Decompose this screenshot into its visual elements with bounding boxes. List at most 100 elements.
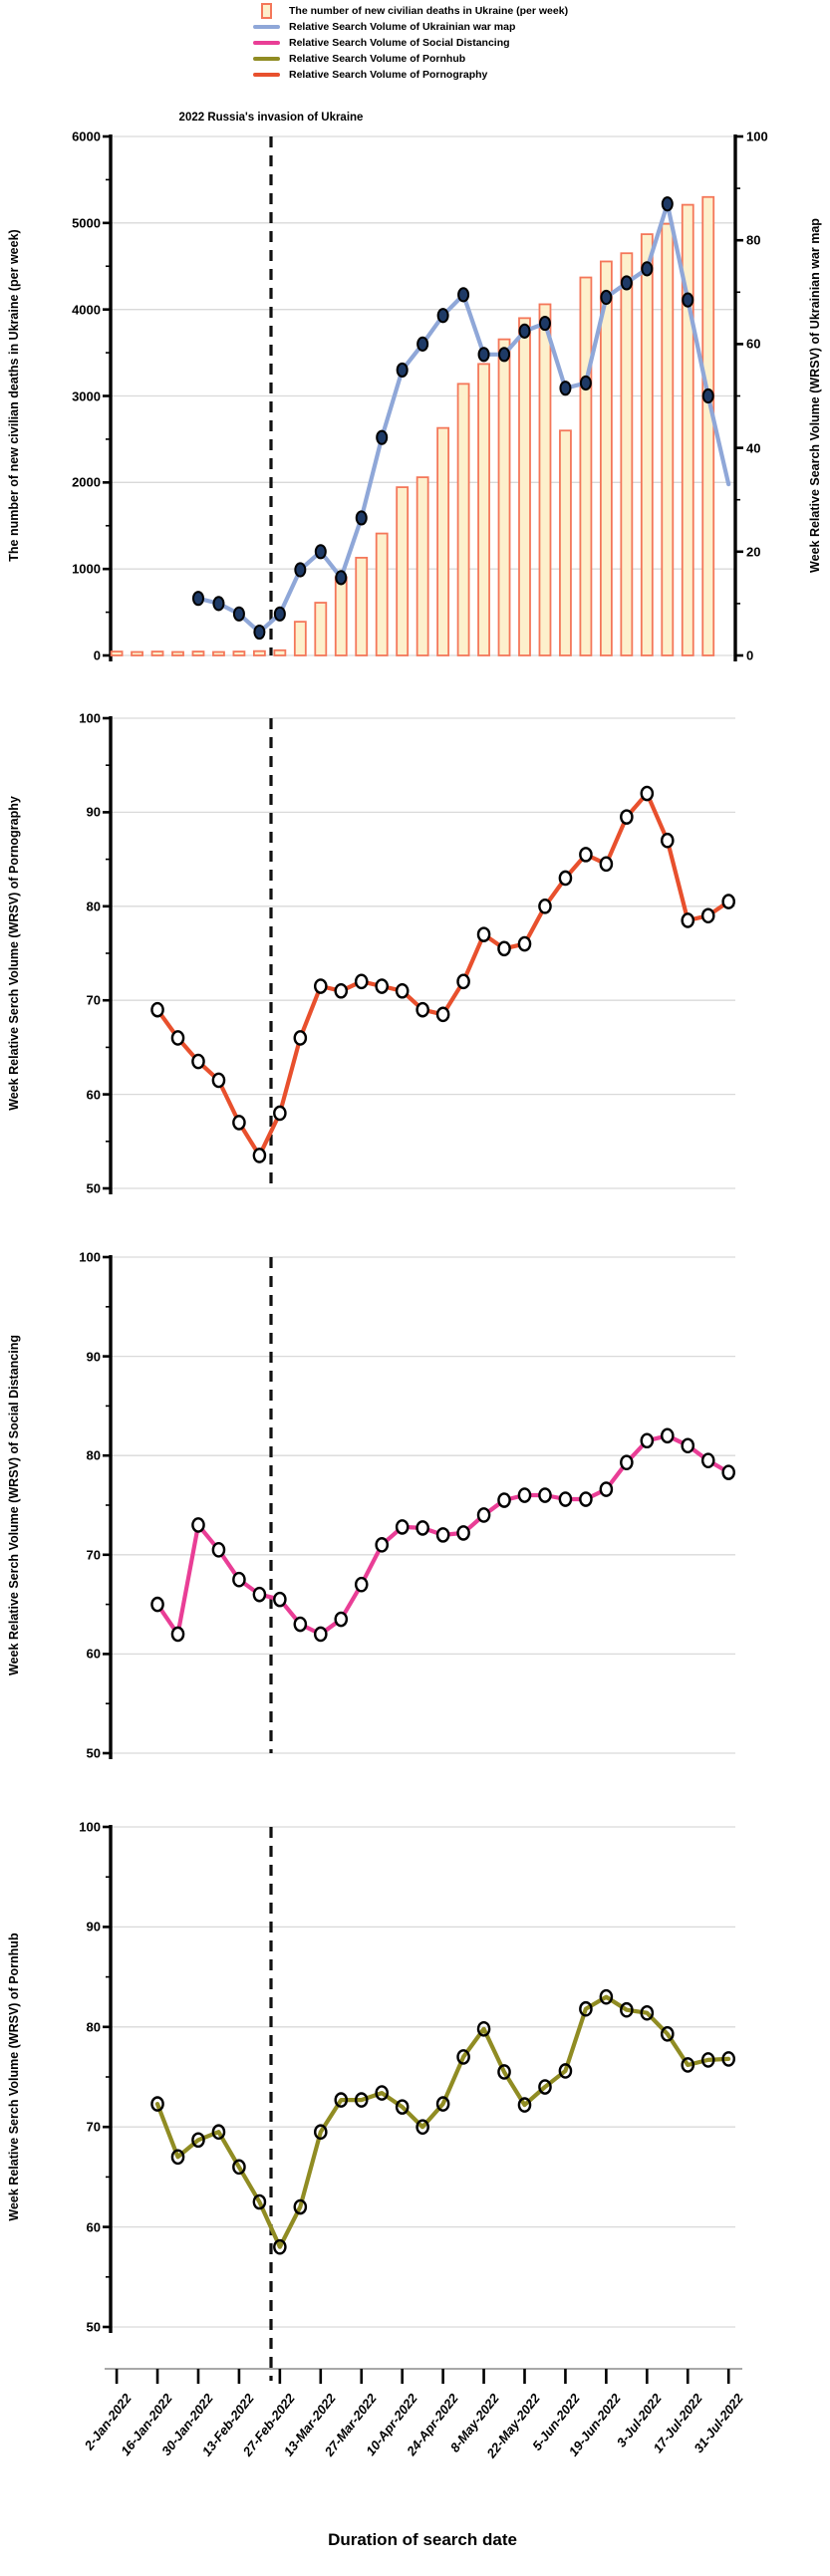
data-point [375,1537,390,1553]
data-point [150,1001,164,1018]
data-point [498,347,511,363]
right-y-tick-label: 0 [746,647,754,663]
bar [497,338,511,656]
legend-label: Relative Search Volume of Ukrainian war … [289,21,516,33]
wrsv-of-pornhub-line [154,1994,731,2249]
bar [171,650,184,656]
x-axis [105,2368,742,2384]
data-point [415,1001,429,1018]
data-point [313,978,328,994]
data-point [253,624,266,641]
data-point [456,1525,470,1541]
legend-item: Relative Search Volume of Social Distanc… [249,35,568,51]
data-point [211,1072,226,1089]
bar [436,426,450,656]
data-point [476,926,491,942]
legend-line-icon [249,40,283,46]
data-point [375,2085,390,2101]
data-point [293,1616,308,1633]
y-tick-label: 50 [86,1180,101,1196]
data-point [538,315,551,332]
legend-bar-icon [249,3,283,19]
markers [150,1427,736,1643]
data-point [212,596,225,612]
bar [273,648,287,656]
x-axis-title: Duration of search date [328,2530,517,2549]
y-tick-label: 50 [86,2319,101,2335]
data-point [660,832,675,849]
bar [293,621,307,656]
data-point [211,1542,226,1558]
data-point [599,1481,614,1497]
data-point [191,1517,205,1533]
data-point [721,2051,736,2067]
data-point [191,591,204,607]
bar [620,252,634,656]
y-tick-label: 80 [86,2019,101,2035]
panel-2 [103,716,736,1194]
legend-label: Relative Search Volume of Pornography [289,69,488,81]
invasion-annotation: 2022 Russia's invasion of Ukraine [178,112,364,124]
bar [375,532,389,656]
data-point [600,289,613,306]
bar [396,486,410,656]
data-point [558,1491,573,1507]
data-point [721,894,736,909]
data-point [354,1576,369,1593]
data-point [313,1626,328,1643]
bar [518,317,531,656]
data-point [517,1487,532,1503]
data-point [375,978,390,994]
data-point [477,347,490,363]
panel4-axis-title: Week Relative Serch Volume (WRSV) of Por… [7,1932,21,2221]
bar [559,429,572,656]
data-point [334,1611,349,1628]
deaths-bars [110,195,715,656]
data-point [620,275,633,291]
data-point [517,935,532,952]
data-point [457,287,470,303]
data-point [232,1115,246,1131]
y-tick-label: 0 [93,647,101,663]
data-point [294,562,307,578]
data-point [252,1148,267,1163]
data-point [641,261,654,277]
data-point [579,2000,593,2017]
legend-item: Relative Search Volume of Ukrainian war … [249,19,568,35]
data-point [273,1591,287,1608]
data-point [518,323,531,339]
data-point [579,1491,593,1507]
bar [579,276,593,656]
y-tick-label: 60 [86,2219,101,2235]
legend-line-icon [249,72,283,78]
data-point [334,982,349,999]
data-point [558,870,573,887]
bar [355,556,369,656]
data-point [599,1988,614,2005]
data-point [599,856,614,873]
wrsv-of-pornography-line [154,791,731,1159]
data-point [661,196,674,212]
data-point [354,973,369,990]
panel-1 [103,134,743,661]
data-point [335,570,348,586]
legend-item: Relative Search Volume of Pornhub [249,51,568,67]
data-point [415,1520,429,1536]
bar [681,203,694,656]
data-point [456,973,470,990]
bar [415,476,429,656]
data-point [170,1030,185,1046]
data-point [681,2057,695,2073]
y-tick-label: 4000 [72,302,101,318]
data-point [721,1464,736,1480]
markers [150,785,736,1163]
right-y-tick-label: 60 [746,336,761,352]
data-point [232,2159,246,2176]
data-point [700,907,715,924]
data-point [700,2052,715,2068]
data-point [538,899,552,914]
bar [477,363,490,656]
y-tick-label: 5000 [72,215,101,231]
y-tick-label: 80 [86,1447,101,1463]
